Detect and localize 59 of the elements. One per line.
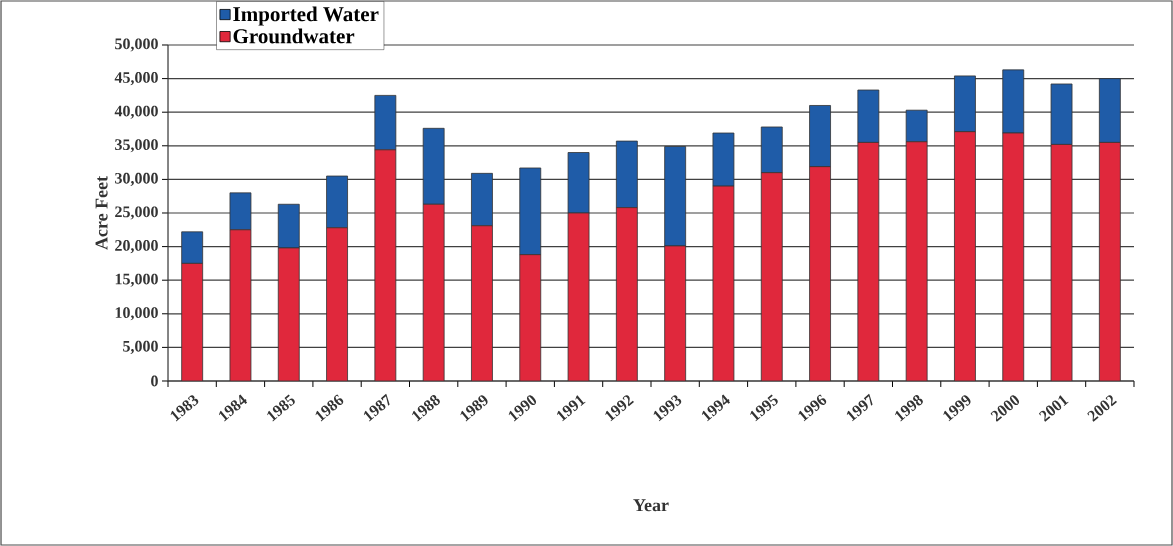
x-tick-label: 2001: [1038, 395, 1069, 422]
x-tick-label: 1992: [605, 395, 634, 422]
x-tick-label: 2002: [1087, 395, 1118, 422]
bar: [423, 204, 445, 381]
bar: [374, 149, 396, 381]
y-axis-title: Acre Feet: [95, 176, 108, 250]
y-tick-label: 25,000: [115, 206, 158, 220]
bar: [1098, 142, 1121, 381]
y-tick-label: 40,000: [114, 105, 158, 119]
bar: [809, 166, 831, 381]
y-tick-label: 0: [151, 375, 158, 387]
bar: [519, 254, 541, 381]
bar: [761, 172, 783, 381]
x-tick-label: 1989: [460, 395, 488, 422]
y-tick-label: 45,000: [114, 72, 158, 86]
x-tick-label: 1983: [170, 395, 199, 422]
bar: [471, 172, 493, 227]
bar: [954, 131, 976, 381]
y-tick-label: 20,000: [115, 240, 158, 254]
x-tick-label: 1994: [701, 394, 731, 422]
bar: [616, 207, 638, 381]
bar: [326, 175, 348, 229]
legend-label: Groundwater: [233, 28, 355, 44]
bar: [326, 227, 348, 381]
y-tick-label: 50,000: [115, 38, 158, 52]
bar: [1051, 144, 1073, 381]
x-tick-label: 1995: [750, 394, 778, 422]
bar: [277, 203, 300, 249]
bar: [615, 140, 638, 209]
x-tick-label: 1993: [653, 395, 682, 422]
bar: [471, 225, 493, 381]
bar: [181, 263, 203, 381]
bar: [229, 192, 252, 231]
bar: [519, 167, 542, 256]
bar: [906, 141, 928, 381]
bar: [567, 152, 590, 214]
x-tick-label: 1996: [798, 394, 827, 422]
x-tick-label: 1988: [412, 395, 440, 422]
x-tick-label: 1998: [895, 395, 923, 422]
x-tick-label: 1991: [557, 395, 586, 422]
x-tick-label: 1997: [846, 393, 873, 422]
bar: [1002, 133, 1024, 381]
y-tick-label: 30,000: [115, 172, 158, 186]
bar: [664, 146, 687, 247]
y-tick-label: 5,000: [123, 340, 158, 354]
y-tick-label: 35,000: [115, 139, 158, 153]
bar: [664, 245, 686, 381]
bar: [712, 186, 734, 381]
x-tick-label: 1990: [508, 395, 537, 422]
y-tick-label: 10,000: [115, 307, 158, 321]
bar: [857, 142, 879, 381]
x-tick-label: 2000: [990, 395, 1020, 422]
x-tick-label: 1999: [943, 395, 971, 422]
x-axis-title: Year: [633, 499, 669, 512]
legend-label: Imported Water: [233, 6, 379, 26]
x-tick-label: 1985: [267, 394, 295, 422]
y-tick-label: 15,000: [115, 273, 158, 287]
bar: [278, 247, 300, 381]
bar: [229, 229, 251, 381]
